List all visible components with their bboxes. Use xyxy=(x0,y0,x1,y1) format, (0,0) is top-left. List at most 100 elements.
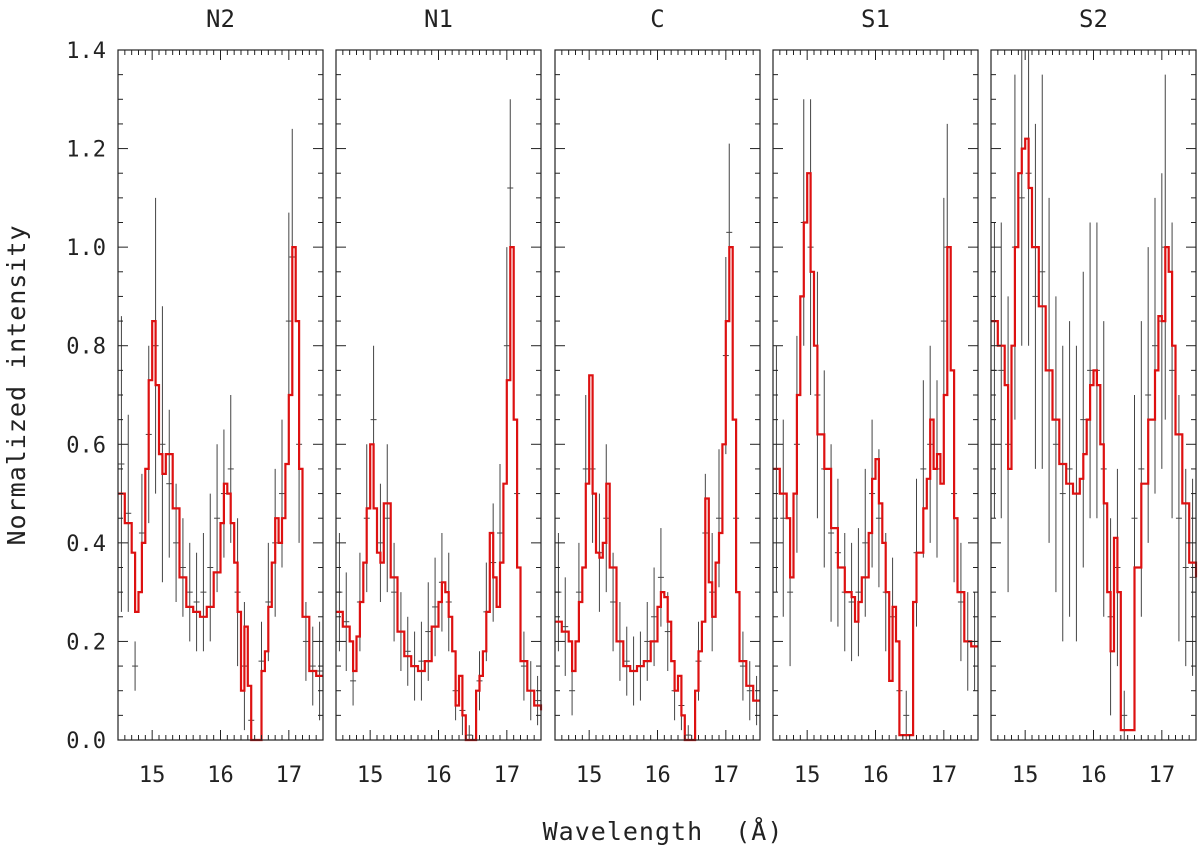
y-tick-label: 1.4 xyxy=(66,39,106,64)
data-point xyxy=(562,577,569,676)
data-point xyxy=(309,626,316,706)
data-point xyxy=(1169,222,1176,519)
y-tick-label: 0.8 xyxy=(66,335,106,360)
x-tick-label: 16 xyxy=(207,763,234,788)
y-tick-label: 0.6 xyxy=(66,433,106,458)
x-tick-label: 16 xyxy=(644,763,671,788)
model-curve xyxy=(555,246,760,742)
panel-title: C xyxy=(650,5,664,33)
data-point xyxy=(1059,345,1066,642)
x-tick-label: 17 xyxy=(276,763,303,788)
data-point xyxy=(903,690,910,740)
model-curve xyxy=(336,246,543,742)
x-tick-label: 15 xyxy=(1012,763,1039,788)
panel-s1: S1 15 16 17 xyxy=(772,5,979,788)
data-point xyxy=(780,419,787,617)
data-point xyxy=(610,552,617,652)
data-point xyxy=(118,316,125,612)
data-point xyxy=(716,449,722,588)
data-point xyxy=(425,582,432,681)
y-tick-label: 1.0 xyxy=(66,236,106,261)
data-point xyxy=(200,533,207,652)
data-point xyxy=(569,666,576,716)
panel-n2: N2 15 16 17 0.0 0.2 0.4 0.6 0.8 1.0 1.2 1.4 xyxy=(66,5,324,788)
x-tick-label: 17 xyxy=(494,763,521,788)
data-point xyxy=(179,518,186,617)
data-point xyxy=(848,542,855,662)
data-point xyxy=(644,602,651,681)
data-point xyxy=(623,626,630,696)
x-tick-label: 16 xyxy=(425,763,452,788)
y-tick-label: 0.0 xyxy=(66,729,106,754)
panel-title: N1 xyxy=(424,5,453,33)
data-point xyxy=(1080,271,1087,568)
data-point xyxy=(466,725,473,740)
data-point xyxy=(520,631,527,701)
panel-c: C 15 16 17 xyxy=(554,5,761,788)
y-tick-label: 1.2 xyxy=(66,138,106,163)
data-point xyxy=(1121,690,1128,740)
data-point xyxy=(998,222,1005,519)
data-point xyxy=(279,419,285,568)
x-tick-label: 17 xyxy=(931,763,958,788)
model-curve xyxy=(118,246,323,742)
data-point xyxy=(746,661,753,721)
data-point xyxy=(193,552,200,652)
data-point xyxy=(957,542,964,662)
panel-title: S2 xyxy=(1079,5,1108,33)
panels: N2 15 16 17 0.0 0.2 0.4 0.6 0.8 1.0 1.2 1.4 N1 15 16 17… xyxy=(66,5,1198,788)
data-point xyxy=(404,616,411,686)
panel-title: N2 xyxy=(206,5,235,33)
data-point xyxy=(1066,321,1073,617)
data-points xyxy=(336,99,541,740)
x-tick-label: 15 xyxy=(576,763,603,788)
x-tick-label: 15 xyxy=(139,763,166,788)
data-point xyxy=(1152,197,1158,494)
x-tick-label: 15 xyxy=(794,763,821,788)
x-axis-label: Wavelength (Å) xyxy=(543,817,784,846)
model-curve xyxy=(773,172,978,737)
y-axis-label: Normalized intensity xyxy=(2,224,31,545)
data-point xyxy=(285,212,292,430)
data-point xyxy=(657,528,664,627)
data-point xyxy=(739,631,746,701)
panel-title: S1 xyxy=(861,5,890,33)
data-point xyxy=(186,542,193,642)
data-point xyxy=(432,557,439,657)
data-point xyxy=(343,572,350,671)
data-point xyxy=(377,483,384,602)
data-point xyxy=(1025,50,1032,346)
data-point xyxy=(1145,247,1152,543)
data-point xyxy=(855,528,862,657)
data-point xyxy=(159,306,166,583)
data-point xyxy=(391,542,398,642)
model-curve xyxy=(991,137,1198,732)
data-point xyxy=(418,621,425,701)
data-point xyxy=(166,409,173,558)
data-point xyxy=(384,444,391,593)
data-point xyxy=(302,602,309,681)
data-point xyxy=(862,468,869,617)
x-tick-label: 16 xyxy=(1080,763,1107,788)
data-point xyxy=(173,483,180,602)
data-point xyxy=(214,444,221,593)
data-point xyxy=(1189,478,1196,676)
data-point xyxy=(1032,123,1039,469)
data-point xyxy=(1138,321,1145,617)
x-tick-label: 16 xyxy=(862,763,889,788)
x-tick-label: 15 xyxy=(357,763,384,788)
data-point xyxy=(1018,50,1025,346)
data-point xyxy=(132,641,139,691)
data-point xyxy=(651,567,658,667)
data-point xyxy=(316,621,323,721)
data-point xyxy=(1087,222,1094,519)
data-point xyxy=(1052,296,1059,593)
data-point xyxy=(1182,468,1189,667)
panel-n1: N1 15 16 17 xyxy=(335,5,543,788)
data-point xyxy=(207,493,214,642)
data-point xyxy=(125,414,132,612)
data-point xyxy=(1039,74,1046,469)
data-point xyxy=(685,725,692,740)
x-tick-label: 17 xyxy=(713,763,740,788)
